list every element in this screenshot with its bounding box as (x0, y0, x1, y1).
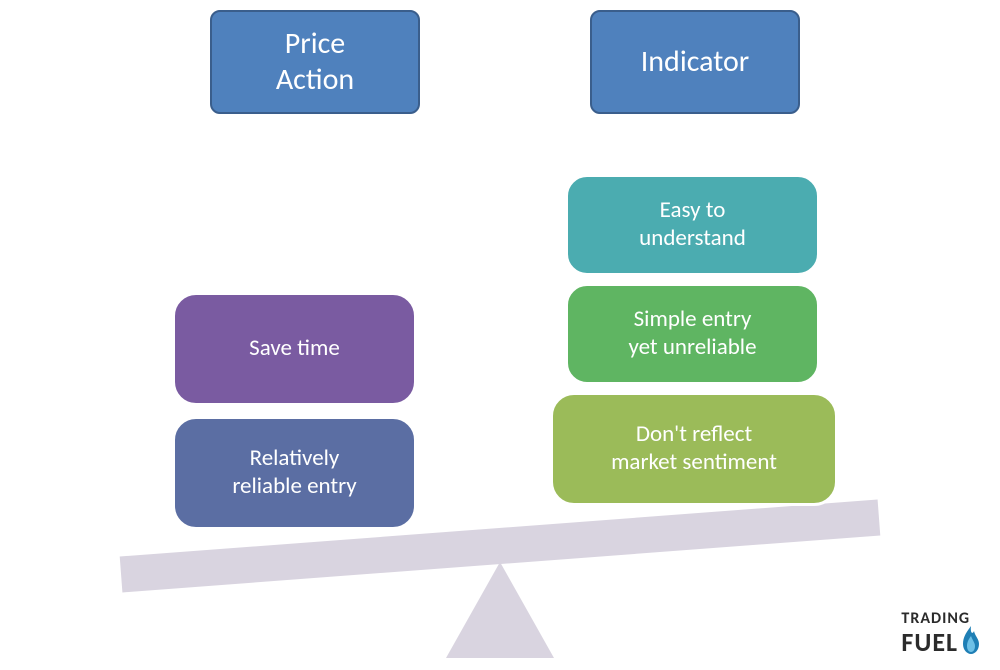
header-indicator: Indicator (590, 10, 800, 114)
header-indicator-label: Indicator (641, 44, 750, 80)
block-simple-entry: Simple entryyet unreliable (565, 283, 820, 385)
block-save-time-label: Save time (249, 335, 340, 363)
block-reliable-entry-label: Relativelyreliable entry (232, 445, 356, 500)
block-easy-understand: Easy tounderstand (565, 174, 820, 276)
brand-logo: TRADING FUEL (901, 611, 982, 658)
block-market-sentiment-label: Don't reflectmarket sentiment (611, 421, 777, 476)
flame-icon (960, 626, 982, 658)
logo-line2: FUEL (901, 630, 958, 655)
seesaw-fulcrum (446, 562, 554, 658)
diagram-stage: PriceAction Indicator Relativelyreliable… (0, 0, 1000, 670)
block-save-time: Save time (172, 292, 417, 406)
logo-line1: TRADING (901, 611, 982, 626)
block-reliable-entry: Relativelyreliable entry (172, 416, 417, 530)
block-market-sentiment: Don't reflectmarket sentiment (550, 392, 838, 506)
header-price-action: PriceAction (210, 10, 420, 114)
block-simple-entry-label: Simple entryyet unreliable (628, 306, 756, 361)
block-easy-understand-label: Easy tounderstand (639, 197, 746, 252)
header-price-action-label: PriceAction (276, 26, 354, 98)
